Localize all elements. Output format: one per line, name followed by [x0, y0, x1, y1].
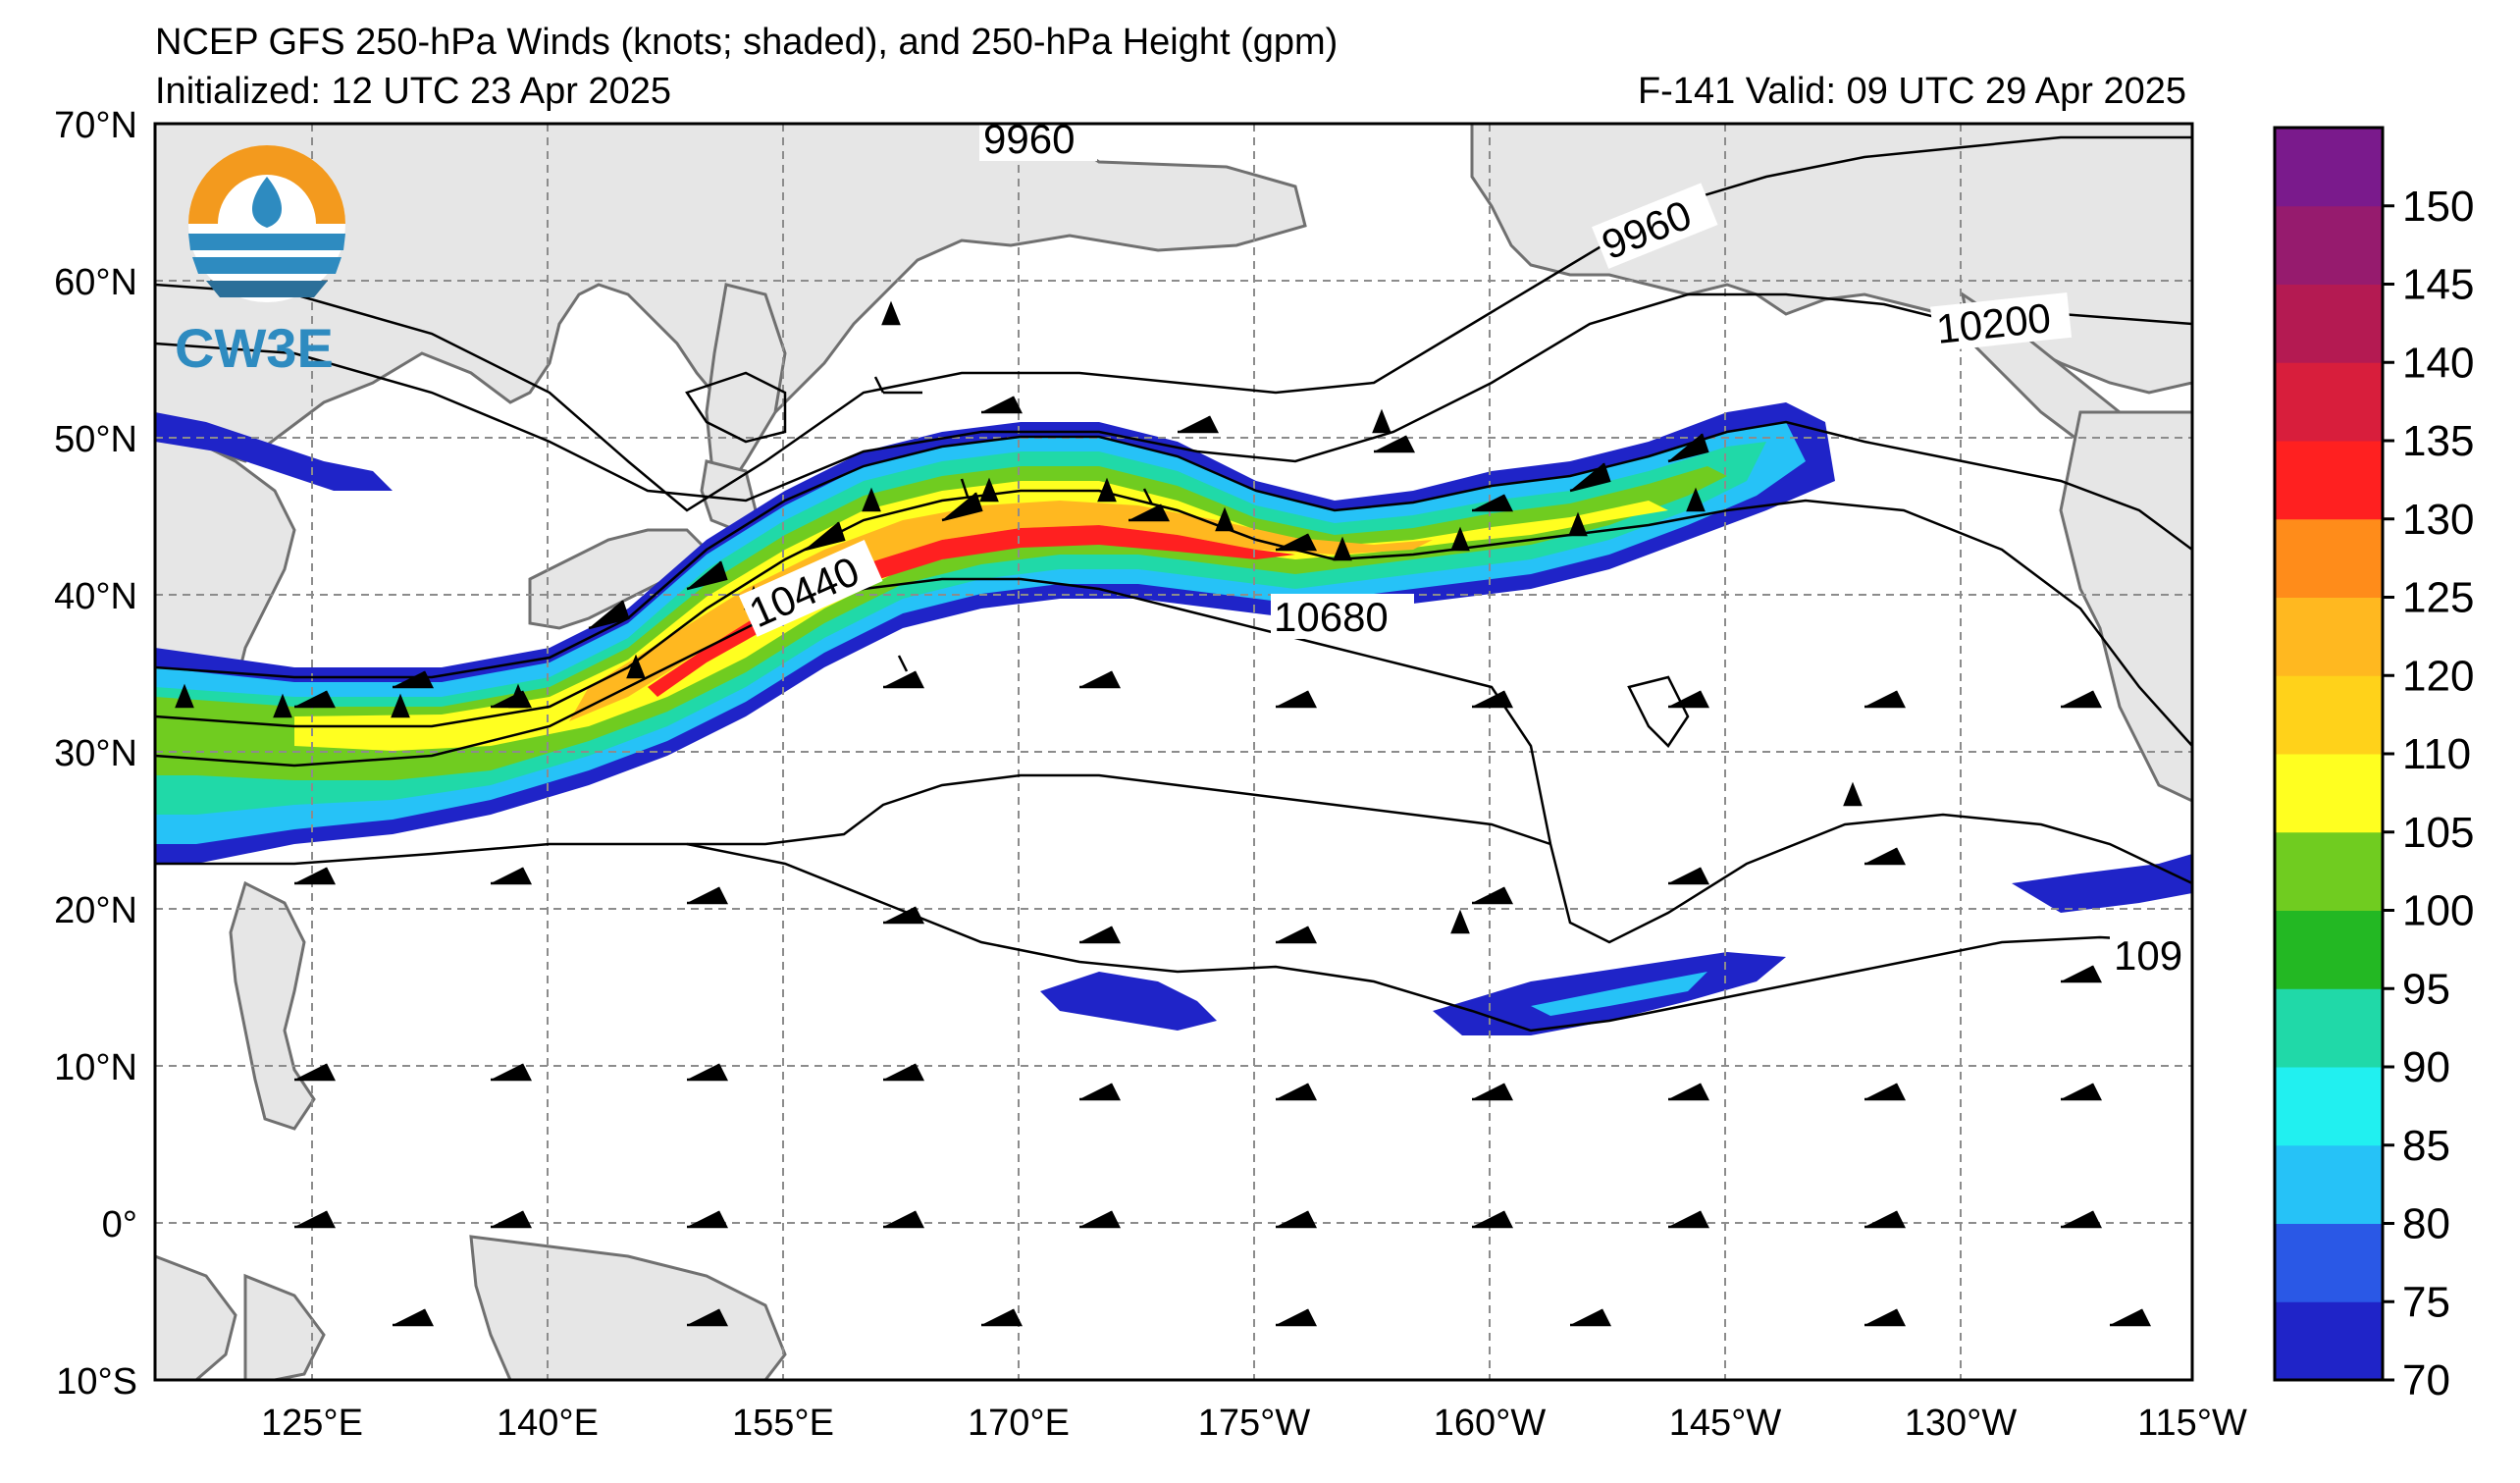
colorbar-swatch	[2275, 597, 2383, 676]
colorbar-swatch	[2275, 1301, 2383, 1381]
lon-label: 145°W	[1669, 1403, 1782, 1444]
colorbar-tick-label: 150	[2402, 183, 2474, 231]
colorbar-tick-label: 110	[2402, 730, 2471, 778]
colorbar-tick-label: 135	[2402, 417, 2474, 465]
logo-orange-arc	[188, 145, 345, 224]
colorbar-tick-label: 145	[2402, 261, 2474, 309]
lon-label: 125°E	[261, 1403, 363, 1444]
colorbar-swatch	[2275, 518, 2383, 598]
colorbar-swatch	[2275, 754, 2383, 833]
lat-label: 0°	[102, 1204, 137, 1245]
longitude-labels: 125°E 140°E 155°E 170°E 175°W 160°W 145°…	[261, 1403, 2247, 1444]
colorbar-tick-label: 120	[2402, 652, 2474, 700]
lon-label: 155°E	[732, 1403, 834, 1444]
colorbar-tick-label: 105	[2402, 809, 2474, 857]
lat-label: 30°N	[54, 733, 137, 774]
colorbar-swatch	[2275, 675, 2383, 755]
latitude-labels: 70°N 60°N 50°N 40°N 30°N 20°N 10°N 0° 10…	[54, 105, 137, 1403]
colorbar-swatch	[2275, 988, 2383, 1068]
logo-band-2	[192, 257, 341, 274]
colorbar-swatch	[2275, 205, 2383, 285]
map-layers: 9960 9960 10200 10440 10680 109	[155, 116, 2192, 1380]
colorbar-swatch	[2275, 831, 2383, 911]
lon-label: 140°E	[497, 1403, 599, 1444]
lat-label: 70°N	[54, 105, 137, 146]
lat-label: 60°N	[54, 262, 137, 303]
contour-labels: 9960 9960 10200 10440 10680 109	[738, 116, 2192, 979]
lon-label: 160°W	[1434, 1403, 1547, 1444]
colorbar-tick-label: 140	[2402, 339, 2474, 387]
colorbar-tick-label: 125	[2402, 574, 2474, 622]
height-contours	[155, 135, 2192, 1033]
lat-label: 10°S	[56, 1361, 137, 1403]
lat-label: 20°N	[54, 890, 137, 931]
lon-label: 130°W	[1905, 1403, 2018, 1444]
lon-label: 170°E	[968, 1403, 1070, 1444]
contour-label-9960-north: 9960	[983, 116, 1075, 162]
colorbar-swatch	[2275, 910, 2383, 989]
colorbar: 70 75 80 85 90 95 100 105 110 120 125 130 135 140 145 1…	[2273, 126, 2474, 1404]
colorbar-tick-label: 80	[2402, 1200, 2450, 1248]
colorbar-swatch	[2275, 1067, 2383, 1146]
logo-text: CW3E	[175, 317, 334, 379]
valid-time: F-141 Valid: 09 UTC 29 Apr 2025	[1637, 71, 2186, 112]
colorbar-swatch	[2275, 441, 2383, 520]
raindrop-icon	[252, 177, 282, 228]
wind-barbs	[175, 300, 2152, 1327]
colorbar-tick-label: 70	[2402, 1356, 2450, 1404]
lat-label: 10°N	[54, 1047, 137, 1088]
lon-label: 115°W	[2137, 1403, 2247, 1444]
colorbar-tick-label: 130	[2402, 496, 2474, 544]
logo-band-3	[206, 281, 328, 297]
lon-label: 175°W	[1198, 1403, 1311, 1444]
colorbar-tick-label: 75	[2402, 1278, 2450, 1326]
cw3e-logo: CW3E	[175, 145, 345, 379]
colorbar-swatch	[2275, 1223, 2383, 1302]
lat-label: 50°N	[54, 419, 137, 460]
colorbar-tick-label: 100	[2402, 887, 2474, 935]
logo-band-1	[188, 234, 345, 250]
lat-label: 40°N	[54, 576, 137, 617]
initialized-time: Initialized: 12 UTC 23 Apr 2025	[155, 71, 671, 112]
colorbar-swatch	[2275, 1144, 2383, 1224]
colorbar-swatch	[2275, 128, 2383, 207]
map-frame	[153, 122, 2194, 1382]
colorbar-tick-label: 90	[2402, 1043, 2450, 1091]
colorbar-tick-label: 95	[2402, 965, 2450, 1013]
contour-label-10680: 10680	[1274, 594, 1389, 640]
colorbar-swatch	[2275, 362, 2383, 442]
contour-label-109: 109	[2114, 932, 2182, 979]
colorbar-tick-label: 85	[2402, 1122, 2450, 1170]
colorbar-swatch	[2275, 284, 2383, 363]
map-title: NCEP GFS 250-hPa Winds (knots; shaded), …	[155, 22, 1339, 63]
